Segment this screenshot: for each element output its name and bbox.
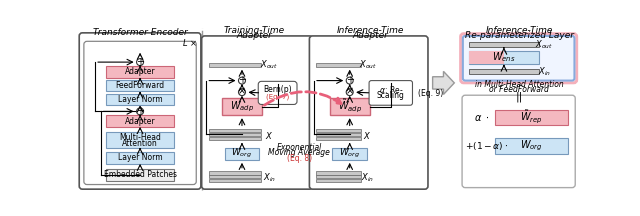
Text: $W_{org}$: $W_{org}$ bbox=[520, 139, 543, 153]
Bar bbox=[222, 98, 262, 115]
Bar bbox=[316, 179, 362, 182]
Bar bbox=[316, 129, 362, 132]
Text: Re-parameterized Layer: Re-parameterized Layer bbox=[465, 32, 574, 40]
Text: Training-Time: Training-Time bbox=[224, 26, 285, 35]
Text: Multi-Head: Multi-Head bbox=[119, 133, 161, 142]
Text: $X_{out}$: $X_{out}$ bbox=[358, 59, 376, 71]
Text: +: + bbox=[136, 106, 144, 116]
Bar bbox=[209, 172, 261, 175]
Text: $X$: $X$ bbox=[265, 130, 273, 141]
Bar bbox=[225, 148, 259, 160]
Text: Adapter: Adapter bbox=[125, 116, 156, 125]
Text: Bern(p): Bern(p) bbox=[263, 85, 292, 94]
Text: +: + bbox=[136, 57, 144, 67]
Text: $X_{in}$: $X_{in}$ bbox=[538, 66, 551, 78]
Bar bbox=[495, 110, 568, 125]
Bar bbox=[316, 172, 362, 175]
Text: $X_{in}$: $X_{in}$ bbox=[262, 171, 276, 184]
Text: in Multi-Head Attention: in Multi-Head Attention bbox=[475, 80, 564, 89]
Circle shape bbox=[346, 89, 353, 96]
Text: $W_{adp}$: $W_{adp}$ bbox=[230, 100, 254, 114]
FancyBboxPatch shape bbox=[462, 95, 575, 188]
Bar bbox=[469, 51, 539, 64]
Bar bbox=[495, 138, 568, 154]
Bar bbox=[106, 94, 174, 105]
Text: $X_{out}$: $X_{out}$ bbox=[535, 38, 553, 51]
FancyBboxPatch shape bbox=[463, 36, 575, 81]
Bar bbox=[316, 63, 362, 67]
Text: Attention: Attention bbox=[122, 139, 158, 148]
Text: Layer Norm: Layer Norm bbox=[118, 154, 163, 162]
Circle shape bbox=[136, 108, 143, 115]
Text: $W_{org}$: $W_{org}$ bbox=[339, 147, 360, 160]
Bar bbox=[209, 179, 261, 182]
FancyBboxPatch shape bbox=[84, 41, 196, 184]
FancyBboxPatch shape bbox=[369, 81, 412, 105]
Text: $X_{in}$: $X_{in}$ bbox=[361, 171, 374, 184]
Text: ×: × bbox=[238, 87, 246, 97]
Text: +: + bbox=[346, 75, 354, 85]
FancyBboxPatch shape bbox=[202, 36, 312, 189]
Text: Inference-Time: Inference-Time bbox=[337, 26, 404, 35]
Bar bbox=[316, 175, 362, 178]
FancyBboxPatch shape bbox=[309, 36, 428, 189]
FancyBboxPatch shape bbox=[79, 33, 201, 189]
Text: Moving Average: Moving Average bbox=[268, 148, 330, 157]
Polygon shape bbox=[433, 71, 454, 94]
Text: FeedForward: FeedForward bbox=[115, 81, 164, 90]
Text: ||: || bbox=[516, 92, 523, 102]
Text: $\alpha$: Re-: $\alpha$: Re- bbox=[379, 84, 403, 95]
Bar bbox=[106, 80, 174, 91]
FancyBboxPatch shape bbox=[259, 81, 297, 105]
Bar bbox=[332, 148, 367, 160]
Bar bbox=[106, 132, 174, 148]
Bar bbox=[330, 98, 370, 115]
FancyBboxPatch shape bbox=[461, 34, 577, 83]
Text: $\tilde{W}_{adp}$: $\tilde{W}_{adp}$ bbox=[337, 98, 362, 115]
Bar bbox=[209, 175, 261, 178]
Text: $W_{org}$: $W_{org}$ bbox=[232, 147, 253, 160]
Bar bbox=[106, 66, 174, 78]
Text: $+(1-\alpha)\cdot$: $+(1-\alpha)\cdot$ bbox=[465, 140, 508, 152]
Text: (Eq. 7): (Eq. 7) bbox=[266, 94, 289, 100]
Bar bbox=[209, 63, 261, 67]
Bar bbox=[469, 42, 539, 48]
Text: ×: × bbox=[346, 87, 354, 97]
Text: Exponential: Exponential bbox=[276, 143, 322, 152]
Bar bbox=[469, 51, 504, 64]
Bar bbox=[209, 133, 261, 136]
Circle shape bbox=[136, 59, 143, 66]
Text: (Eq. 9): (Eq. 9) bbox=[419, 89, 444, 98]
Text: +: + bbox=[238, 75, 246, 85]
Bar bbox=[106, 115, 174, 127]
Text: (Eq. 8): (Eq. 8) bbox=[287, 154, 312, 163]
Text: $\alpha\ \cdot$: $\alpha\ \cdot$ bbox=[474, 113, 490, 122]
Text: $W_{ens}$: $W_{ens}$ bbox=[492, 51, 516, 64]
Text: $\tilde{W}_{rep}$: $\tilde{W}_{rep}$ bbox=[520, 109, 543, 126]
Text: Inference-Time: Inference-Time bbox=[486, 26, 553, 35]
Bar bbox=[316, 133, 362, 136]
Bar bbox=[209, 137, 261, 140]
Circle shape bbox=[239, 89, 246, 96]
Text: Layer Norm: Layer Norm bbox=[118, 95, 163, 104]
Circle shape bbox=[346, 77, 353, 84]
Bar bbox=[106, 169, 174, 181]
Text: Adapter: Adapter bbox=[353, 32, 388, 40]
Text: or FeedForward: or FeedForward bbox=[490, 85, 549, 94]
Bar bbox=[469, 69, 539, 75]
Bar bbox=[316, 137, 362, 140]
Text: Embedded Patches: Embedded Patches bbox=[104, 170, 177, 179]
Text: Transformer Encoder: Transformer Encoder bbox=[93, 28, 188, 37]
Bar bbox=[209, 129, 261, 132]
Circle shape bbox=[239, 77, 246, 84]
Bar bbox=[106, 152, 174, 164]
Text: Adapter: Adapter bbox=[236, 32, 272, 40]
Text: Scaling: Scaling bbox=[377, 92, 404, 100]
Text: $X_{out}$: $X_{out}$ bbox=[260, 59, 278, 71]
Text: $X$: $X$ bbox=[364, 130, 372, 141]
Text: Adapter: Adapter bbox=[125, 67, 156, 76]
Text: $L$ ×: $L$ × bbox=[182, 37, 198, 48]
